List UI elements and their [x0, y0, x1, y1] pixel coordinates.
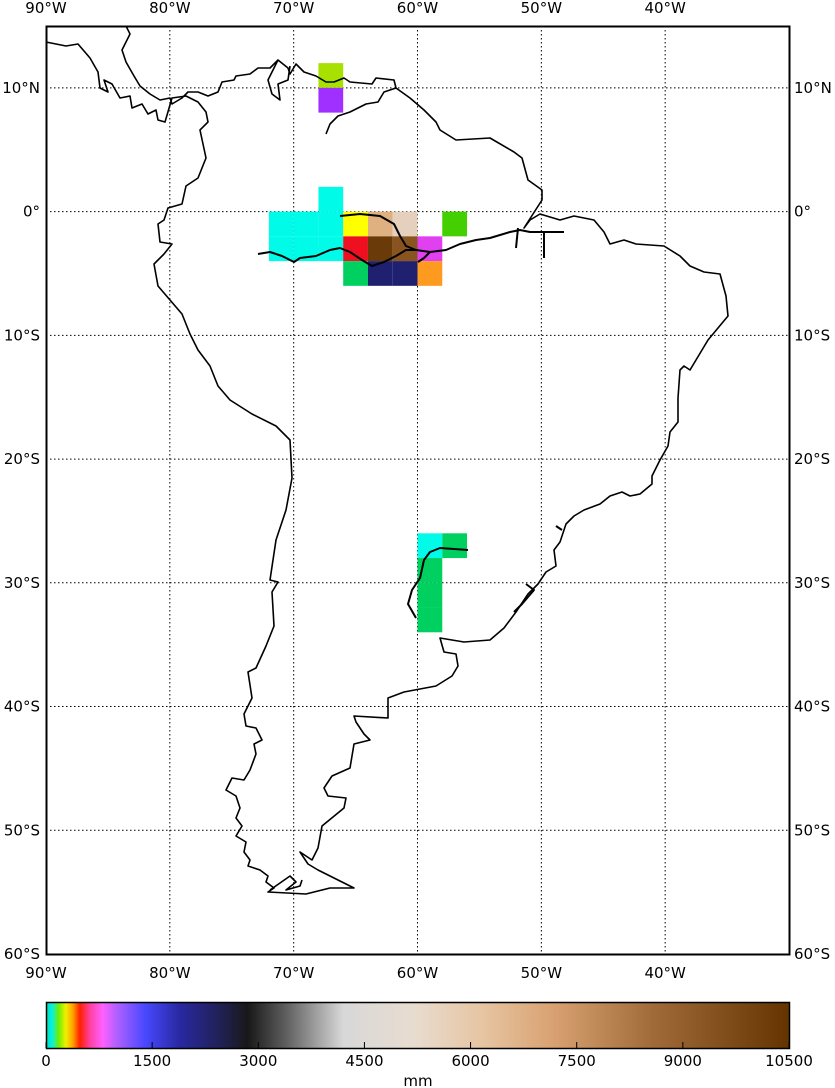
precipitation-cell [318, 63, 344, 88]
parallel-label: 60°S [4, 945, 40, 963]
precipitation-cell [417, 236, 443, 262]
parallel-label: 30°S [4, 574, 40, 592]
precipitation-cell [417, 607, 443, 633]
parallel-label: 0° [794, 203, 811, 221]
meridian-label: 60°W [397, 0, 439, 17]
colorbar-ticks: 0 1500 3000 4500 6000 7500 9000 10500 [41, 1042, 813, 1070]
precipitation-cell [417, 533, 443, 559]
parallel-label: 20°S [794, 450, 830, 468]
parallel-label: 40°S [4, 698, 40, 716]
colorbar-frame [45, 1001, 791, 1050]
parallel-label: 10°N [794, 79, 832, 97]
colorbar-tick-label: 6000 [451, 1052, 489, 1070]
colorbar-tick-label: 1500 [133, 1052, 171, 1070]
colorbar-tick-label: 10500 [765, 1052, 813, 1070]
south-america-coastline [45, 25, 729, 895]
uruguay-river [513, 583, 535, 613]
parallel-label: 0° [23, 203, 40, 221]
coastline [45, 25, 729, 895]
parallel-label: 60°S [794, 945, 830, 963]
meridian-label: 40°W [644, 0, 686, 17]
precipitation-cell [343, 261, 368, 286]
precipitation-cell [442, 211, 468, 237]
parallel-label: 30°S [794, 574, 830, 592]
colorbar-tick-label: 0 [41, 1052, 51, 1070]
colorbar-tick-label: 3000 [239, 1052, 277, 1070]
lake-maracaibo [267, 59, 291, 101]
precipitation-cell [367, 236, 393, 262]
graticule [46, 26, 789, 954]
map-frame [45, 25, 791, 956]
parallel-label: 50°S [4, 821, 40, 839]
meridian-label: 50°W [521, 0, 563, 17]
tocantins-river [515, 227, 545, 258]
parallel-labels-right: 10°N 0° 10°S 20°S 30°S 40°S 50°S 60°S [794, 79, 832, 963]
meridian-label: 80°W [149, 964, 191, 982]
parallel-label: 20°S [4, 450, 40, 468]
meridian-labels-top: 90°W 80°W 70°W 60°W 50°W 40°W [25, 0, 686, 17]
precipitation-cell [343, 236, 368, 262]
precipitation-cell [442, 533, 468, 559]
precipitation-cell [392, 261, 418, 286]
precipitation-cell [318, 186, 344, 212]
madeira-river [417, 251, 431, 263]
colorbar-tick-label: 4500 [345, 1052, 383, 1070]
parana-river [407, 547, 469, 619]
colorbar-gradient [46, 1002, 789, 1048]
meridian-labels-bottom: 90°W 80°W 70°W 60°W 50°W 40°W [25, 964, 686, 982]
meridian-label: 70°W [273, 964, 315, 982]
parallel-label: 10°S [4, 326, 40, 344]
precipitation-cell [318, 211, 344, 237]
precipitation-cell [417, 261, 443, 286]
meridian-label: 70°W [273, 0, 315, 17]
colorbar-tick-label: 9000 [664, 1052, 702, 1070]
meridian-label: 80°W [149, 0, 191, 17]
meridian-label: 50°W [521, 964, 563, 982]
meridian-label: 40°W [644, 964, 686, 982]
parallel-label: 40°S [794, 698, 830, 716]
precipitation-cell [268, 211, 294, 237]
meridian-label: 90°W [25, 0, 67, 17]
precipitation-cell [268, 236, 294, 262]
colorbar-tick-label: 7500 [558, 1052, 596, 1070]
parallel-label: 10°N [2, 79, 40, 97]
precipitation-grid-cells [268, 63, 468, 633]
parallel-label: 10°S [794, 326, 830, 344]
rivers [257, 213, 564, 619]
parana-delta [555, 525, 563, 531]
orinoco-coast [325, 87, 397, 135]
precipitation-cell [318, 87, 344, 113]
amazon-river [257, 229, 564, 267]
parallel-labels-left: 10°N 0° 10°S 20°S 30°S 40°S 50°S 60°S [2, 79, 40, 963]
precipitation-cell [392, 211, 418, 237]
tierra-del-fuego [269, 875, 303, 891]
parallel-label: 50°S [794, 821, 830, 839]
meridian-label: 60°W [397, 964, 439, 982]
precipitation-cell [417, 582, 443, 608]
rio-negro [339, 213, 417, 251]
precipitation-cell [293, 211, 319, 237]
colorbar-unit-label: mm [403, 1072, 432, 1088]
meridian-label: 90°W [25, 964, 67, 982]
